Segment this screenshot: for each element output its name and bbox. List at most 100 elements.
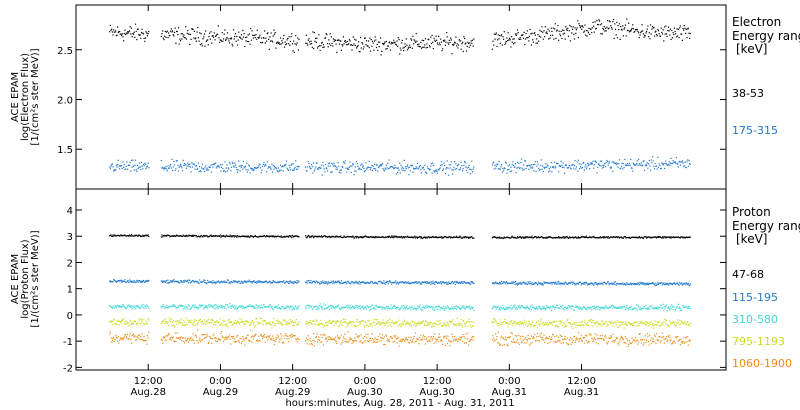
data-point: [222, 305, 224, 307]
data-point: [664, 283, 666, 286]
data-point: [279, 320, 281, 323]
data-point: [466, 305, 468, 307]
data-point: [493, 44, 495, 46]
data-point: [170, 163, 172, 166]
data-point: [289, 282, 291, 284]
data-point: [559, 164, 561, 166]
data-point: [203, 279, 205, 281]
data-point: [243, 235, 245, 237]
data-point: [383, 170, 385, 172]
data-point: [442, 282, 444, 284]
data-point: [317, 236, 319, 238]
data-point: [323, 282, 325, 285]
data-point: [185, 280, 187, 282]
data-point: [230, 307, 233, 309]
data-point: [408, 283, 410, 285]
data-point: [138, 306, 141, 308]
data-point: [396, 308, 398, 310]
data-point: [605, 283, 607, 285]
data-point: [648, 163, 650, 165]
data-point: [228, 318, 230, 321]
data-point: [324, 163, 327, 166]
data-point: [530, 325, 532, 327]
data-point: [401, 42, 403, 44]
data-point: [127, 168, 129, 170]
data-point: [296, 42, 298, 44]
data-point: [397, 172, 399, 174]
data-point: [634, 283, 636, 285]
data-point: [636, 28, 638, 30]
data-point: [202, 280, 204, 283]
data-point: [123, 234, 125, 236]
data-point: [415, 307, 417, 310]
data-point: [387, 305, 389, 307]
data-point: [549, 37, 551, 39]
data-point: [438, 42, 440, 44]
data-point: [494, 236, 496, 238]
data-point: [276, 319, 278, 321]
data-point: [186, 165, 188, 167]
data-point: [620, 236, 623, 238]
data-point: [187, 235, 190, 237]
data-point: [123, 235, 125, 237]
data-point: [162, 320, 164, 322]
data-point: [330, 281, 333, 283]
data-point: [134, 36, 136, 38]
data-point: [222, 235, 224, 237]
data-point: [313, 170, 315, 172]
data-point: [321, 323, 323, 325]
data-point: [246, 320, 248, 322]
data-point: [511, 236, 513, 238]
data-point: [336, 166, 338, 168]
data-point: [467, 306, 470, 308]
data-point: [576, 324, 578, 327]
data-point: [410, 164, 412, 166]
data-point: [501, 164, 503, 166]
data-point: [319, 303, 321, 305]
data-point: [414, 168, 416, 170]
data-point: [426, 46, 429, 48]
data-point: [371, 45, 373, 47]
data-point: [219, 41, 221, 43]
data-point: [132, 306, 135, 308]
data-point: [604, 323, 606, 325]
data-point: [460, 323, 462, 325]
data-point: [618, 325, 621, 327]
data-point: [285, 281, 287, 283]
data-point: [204, 167, 206, 169]
data-point: [410, 325, 412, 327]
data-point: [251, 305, 253, 307]
data-point: [288, 36, 290, 38]
data-point: [315, 319, 317, 321]
data-point: [673, 236, 675, 238]
data-point: [672, 236, 674, 238]
data-point: [230, 38, 232, 40]
data-point: [538, 167, 540, 169]
data-point: [319, 49, 321, 52]
data-point: [623, 236, 625, 238]
data-point: [572, 236, 574, 238]
data-point: [373, 282, 375, 285]
data-point: [213, 235, 215, 237]
data-point: [205, 235, 207, 237]
data-point: [548, 236, 550, 238]
data-point: [129, 305, 131, 308]
data-point: [315, 305, 317, 308]
data-point: [280, 322, 282, 324]
data-point: [677, 283, 679, 286]
data-point: [307, 282, 309, 284]
data-point: [524, 237, 526, 239]
data-point: [499, 282, 501, 284]
data-point: [375, 319, 377, 321]
data-point: [563, 166, 565, 168]
data-point: [647, 236, 649, 238]
data-point: [309, 43, 311, 45]
data-point: [632, 308, 634, 310]
data-point: [401, 235, 403, 237]
data-point: [140, 169, 142, 171]
data-point: [410, 309, 412, 311]
data-point: [166, 282, 168, 284]
data-point: [461, 165, 463, 167]
data-point: [112, 305, 114, 307]
data-point: [361, 42, 363, 44]
